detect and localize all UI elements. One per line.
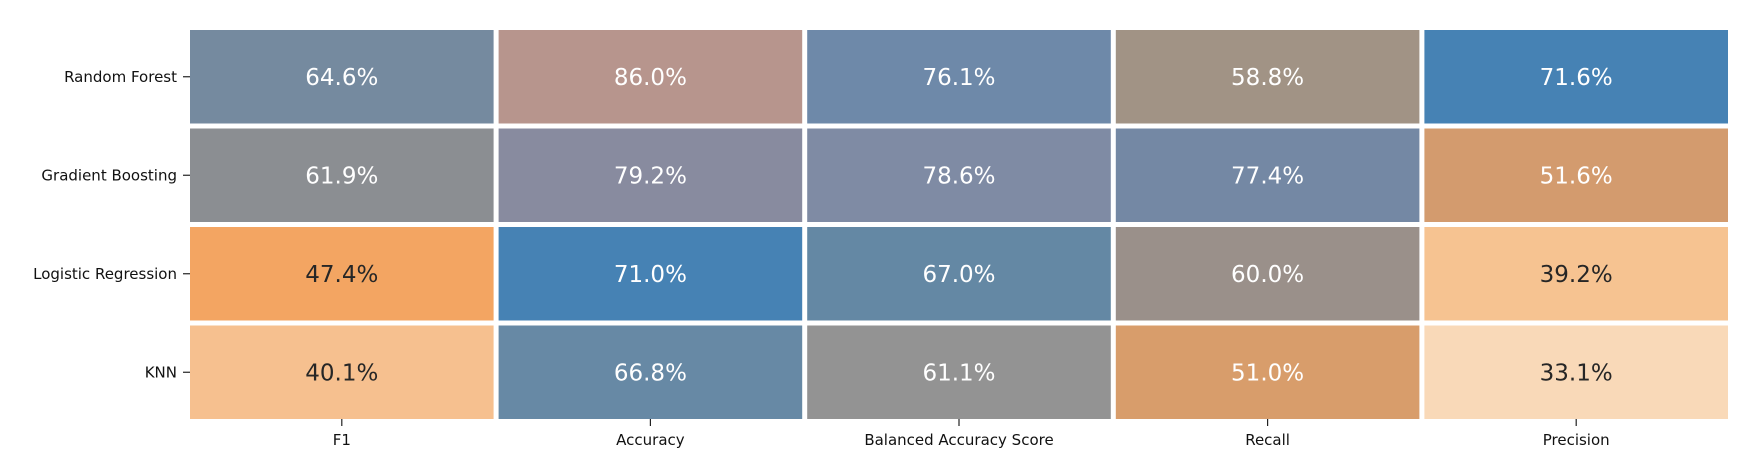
cell-value-label: 67.0%	[922, 262, 995, 288]
heatmap-cell-gradient-boosting-f1	[190, 128, 494, 222]
cell-value-label: 64.6%	[305, 65, 378, 91]
row-label-random-forest: Random Forest	[64, 68, 177, 86]
cell-value-label: 61.9%	[305, 163, 378, 189]
heatmap-cell-knn-f1	[190, 325, 494, 419]
column-labels: F1 Accuracy Balanced Accuracy Score Recall P…	[333, 419, 1610, 449]
cell-value-label: 33.1%	[1540, 360, 1613, 386]
column-label-f1: F1	[333, 431, 351, 449]
cell-value-label: 71.6%	[1540, 65, 1613, 91]
column-label-recall: Recall	[1245, 431, 1290, 449]
cell-value-label: 61.1%	[922, 360, 995, 386]
heatmap-cell-random-forest-recall	[1115, 30, 1420, 124]
heatmap-cell-random-forest-precision	[1424, 30, 1728, 124]
heatmap-cells: 64.6% 86.0% 76.1% 58.8% 71.6% 61.9% 79.2% 78.6%…	[190, 30, 1728, 419]
cell-value-label: 86.0%	[614, 65, 687, 91]
heatmap-cell-gradient-boosting-balanced-accuracy-score	[807, 128, 1111, 222]
cell-value-label: 66.8%	[614, 360, 687, 386]
heatmap-cell-knn-recall	[1115, 325, 1420, 419]
cell-value-label: 77.4%	[1231, 163, 1304, 189]
heatmap-cell-logistic-regression-precision	[1424, 227, 1728, 321]
column-label-accuracy: Accuracy	[616, 431, 685, 449]
row-labels: Random Forest Gradient Boosting Logistic R…	[33, 68, 190, 381]
heatmap-cell-random-forest-f1	[190, 30, 494, 124]
heatmap-cell-logistic-regression-accuracy	[498, 227, 803, 321]
heatmap-cell-random-forest-balanced-accuracy-score	[807, 30, 1111, 124]
heatmap-cell-gradient-boosting-accuracy	[498, 128, 803, 222]
column-label-precision: Precision	[1543, 431, 1610, 449]
cell-value-label: 60.0%	[1231, 262, 1304, 288]
cell-value-label: 51.6%	[1540, 163, 1613, 189]
cell-value-label: 76.1%	[922, 65, 995, 91]
heatmap-cell-gradient-boosting-recall	[1115, 128, 1420, 222]
column-label-balanced-accuracy-score: Balanced Accuracy Score	[864, 431, 1053, 449]
cell-value-label: 51.0%	[1231, 360, 1304, 386]
heatmap-cell-logistic-regression-recall	[1115, 227, 1420, 321]
row-label-knn: KNN	[145, 363, 177, 381]
heatmap-cell-knn-balanced-accuracy-score	[807, 325, 1111, 419]
heatmap-cell-logistic-regression-balanced-accuracy-score	[807, 227, 1111, 321]
cell-value-label: 39.2%	[1540, 262, 1613, 288]
cell-value-label: 71.0%	[614, 262, 687, 288]
heatmap-cell-knn-precision	[1424, 325, 1728, 419]
row-label-gradient-boosting: Gradient Boosting	[41, 166, 177, 184]
cell-value-label: 40.1%	[305, 360, 378, 386]
heatmap-cell-gradient-boosting-precision	[1424, 128, 1728, 222]
row-label-logistic-regression: Logistic Regression	[33, 265, 177, 283]
cell-value-label: 79.2%	[614, 163, 687, 189]
heatmap-cell-knn-accuracy	[498, 325, 803, 419]
heatmap-cell-random-forest-accuracy	[498, 30, 803, 124]
cell-value-label: 78.6%	[922, 163, 995, 189]
cell-value-label: 58.8%	[1231, 65, 1304, 91]
heatmap-cell-logistic-regression-f1	[190, 227, 494, 321]
cell-value-label: 47.4%	[305, 262, 378, 288]
